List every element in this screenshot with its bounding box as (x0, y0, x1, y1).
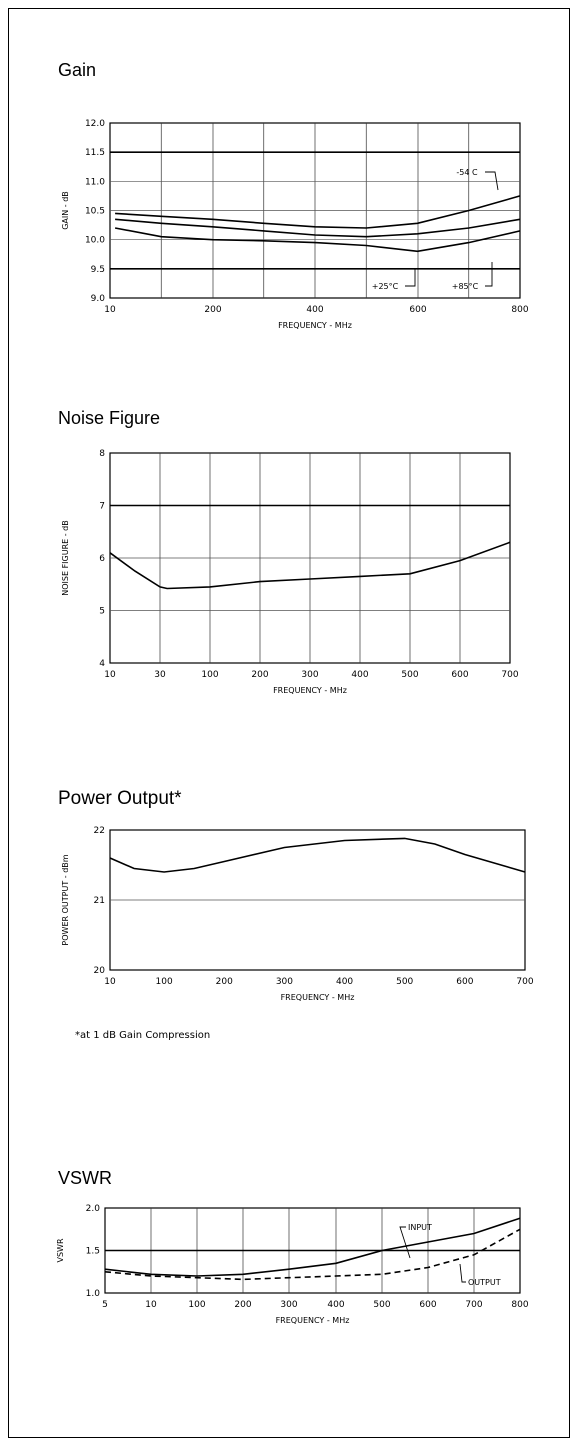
chart0-ytick-label: 11.0 (85, 177, 105, 187)
chart0-ytick-label: 11.5 (85, 148, 105, 158)
chart2-xtick-label: 600 (456, 977, 473, 987)
gain-annotation-plus25: +25°C (372, 282, 399, 291)
vswr-annotation-output: OUTPUT (468, 1278, 501, 1287)
chart3-xlabel: FREQUENCY - MHz (276, 1316, 350, 1325)
chart1-ytick-label: 7 (99, 502, 105, 512)
chart1-xtick-label: 600 (451, 670, 468, 680)
chart0-xtick-label: 800 (511, 305, 528, 315)
chart0-ytick-label: 10.5 (85, 207, 105, 217)
chart0-ytick-label: 9.0 (91, 294, 106, 304)
power-output-footnote: *at 1 dB Gain Compression (75, 1030, 211, 1041)
chart3-xtick-label: 500 (373, 1300, 390, 1310)
chart1-xtick-label: 700 (501, 670, 518, 680)
chart1-xtick-label: 200 (251, 670, 268, 680)
chart1-ylabel: NOISE FIGURE - dB (61, 520, 70, 595)
chart0-ytick-label: 10.0 (85, 236, 105, 246)
chart2-xtick-label: 700 (516, 977, 533, 987)
chart3-xtick-label: 400 (327, 1300, 344, 1310)
chart3-xtick-label: 600 (419, 1300, 436, 1310)
chart0-xlabel: FREQUENCY - MHz (278, 321, 352, 330)
chart0-series-line-0 (115, 195, 521, 229)
chart3-xtick-label: 200 (234, 1300, 251, 1310)
chart2-xtick-label: 10 (104, 977, 116, 987)
chart1-xlabel: FREQUENCY - MHz (273, 686, 347, 695)
chart1-ytick-label: 8 (99, 449, 105, 459)
gain-leader-plus85 (485, 262, 493, 287)
chart3-xtick-label: 100 (188, 1300, 205, 1310)
vswr-annotation-input: INPUT (408, 1223, 432, 1232)
chart3-ytick-label: 2.0 (86, 1204, 101, 1214)
vswr-leader-output (459, 1263, 466, 1283)
chart0-xtick-label: 200 (204, 305, 221, 315)
chart0-series-line-2 (114, 227, 521, 253)
gain-annotation-minus54: -54 C (456, 168, 478, 177)
chart2-ylabel: POWER OUTPUT - dBm (61, 854, 70, 945)
gain-leader-plus25 (405, 268, 416, 287)
chart2-xtick-label: 400 (336, 977, 353, 987)
chart-title-gain: Gain (58, 60, 97, 80)
chart1-xtick-label: 30 (154, 670, 166, 680)
chart0-series-line-1 (115, 218, 521, 238)
chart2-xlabel: FREQUENCY - MHz (281, 993, 355, 1002)
chart1-xtick-label: 100 (201, 670, 218, 680)
chart1-xtick-label: 300 (301, 670, 318, 680)
chart-title-power-output: Power Output* (58, 788, 182, 809)
chart2-xtick-label: 200 (216, 977, 233, 987)
chart1-xtick-label: 500 (401, 670, 418, 680)
chart2-xtick-label: 300 (276, 977, 293, 987)
chart3-xtick-label: 5 (102, 1300, 108, 1310)
gain-annotation-plus85: +85°C (452, 282, 479, 291)
chart0-xtick-label: 400 (306, 305, 323, 315)
chart1-series-line-0 (109, 541, 511, 590)
chart1-xtick-label: 400 (351, 670, 368, 680)
page-frame (8, 8, 570, 1438)
chart2-ytick-label: 20 (94, 966, 106, 976)
chart-title-noise-figure: Noise Figure (58, 408, 161, 428)
chart0-ytick-label: 12.0 (85, 119, 105, 129)
chart3-ylabel: VSWR (56, 1238, 65, 1262)
chart1-ytick-label: 6 (99, 554, 105, 564)
gain-leader-minus54 (485, 171, 499, 191)
chart-title-vswr: VSWR (58, 1168, 112, 1188)
chart3-xtick-label: 700 (465, 1300, 482, 1310)
chart2-series-line-0 (109, 837, 526, 873)
chart2-xtick-label: 500 (396, 977, 413, 987)
chart3-xtick-label: 10 (145, 1300, 157, 1310)
chart3-series-line-0 (104, 1217, 521, 1277)
chart3-xtick-label: 300 (280, 1300, 297, 1310)
chart3-ytick-label: 1.5 (86, 1247, 100, 1257)
chart1-xtick-label: 10 (104, 670, 116, 680)
chart2-xtick-label: 100 (156, 977, 173, 987)
chart1-ytick-label: 5 (99, 607, 105, 617)
chart0-xtick-label: 600 (409, 305, 426, 315)
vswr-leader-input (399, 1226, 411, 1259)
chart3-xtick-label: 800 (511, 1300, 528, 1310)
chart0-ytick-label: 9.5 (91, 265, 105, 275)
chart0-xtick-label: 10 (104, 305, 116, 315)
chart1-ytick-label: 4 (99, 659, 105, 669)
chart2-ytick-label: 21 (94, 896, 105, 906)
chart3-ytick-label: 1.0 (86, 1289, 101, 1299)
chart2-ytick-label: 22 (94, 826, 105, 836)
chart0-ylabel: GAIN - dB (61, 191, 70, 230)
